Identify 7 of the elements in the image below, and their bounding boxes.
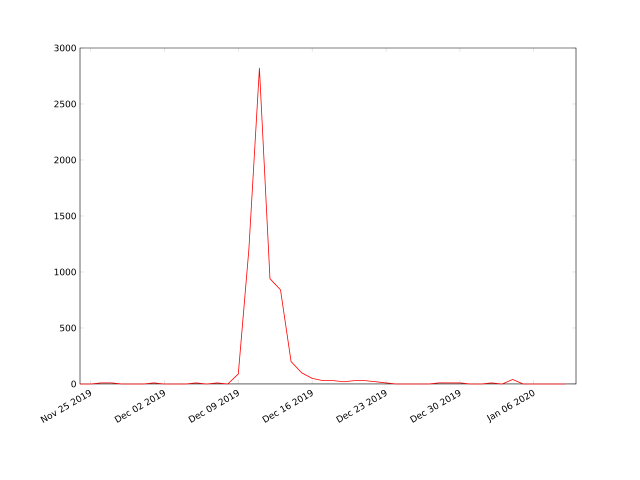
y-tick-label: 1500	[54, 212, 76, 220]
y-tick-label: 1000	[54, 268, 76, 276]
y-tick-label: 2000	[54, 156, 76, 164]
y-tick-label: 0	[71, 380, 76, 388]
y-tick-label: 3000	[54, 44, 76, 52]
y-tick-label: 2500	[54, 100, 76, 108]
y-tick-label: 500	[60, 324, 76, 332]
